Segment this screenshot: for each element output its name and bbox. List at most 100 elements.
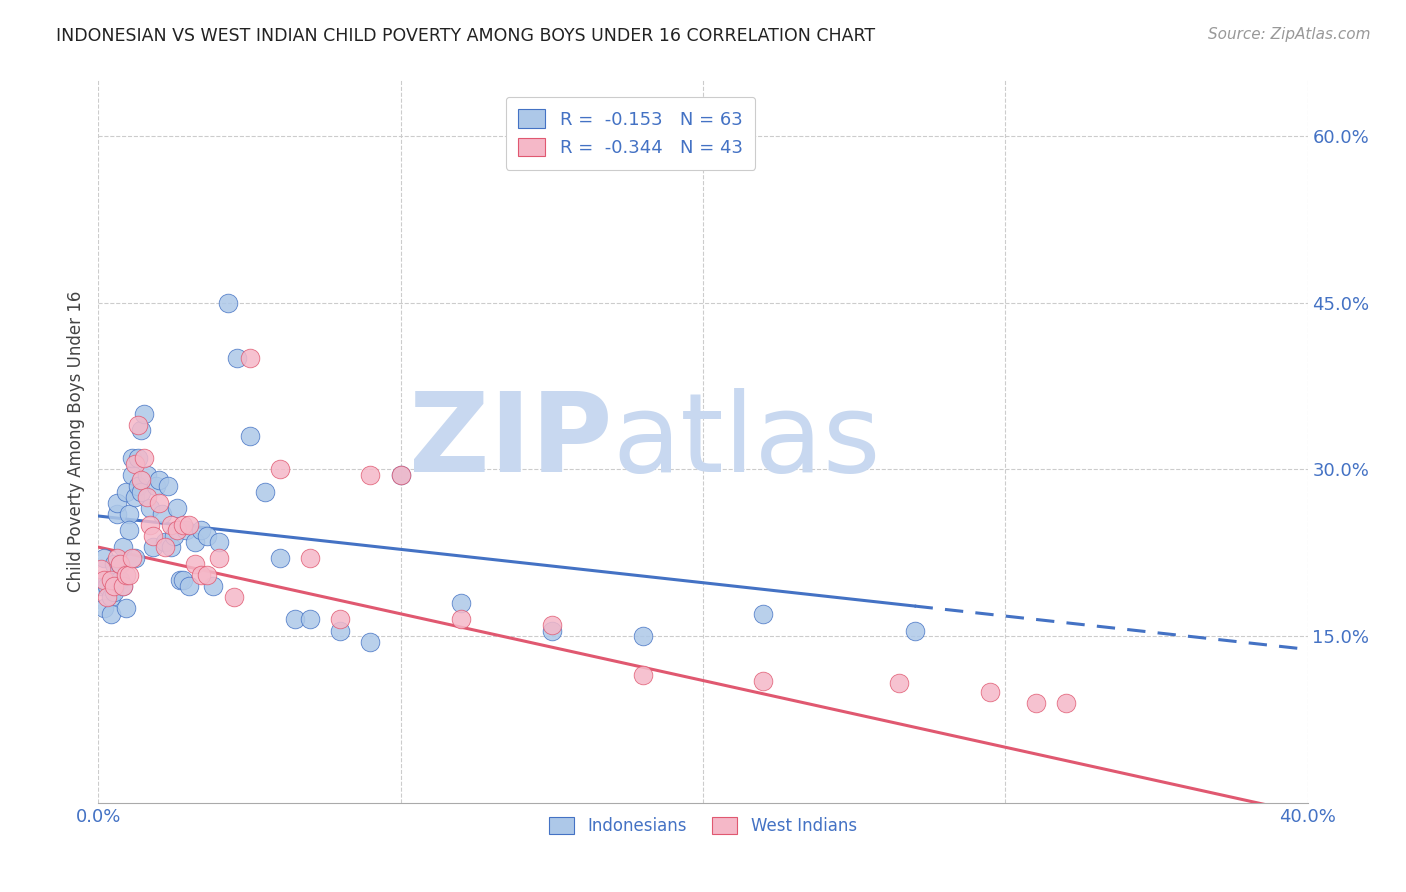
Point	[208, 551, 231, 566]
Point	[166, 501, 188, 516]
Text: Source: ZipAtlas.com: Source: ZipAtlas.com	[1208, 27, 1371, 42]
Point	[135, 467, 157, 482]
Text: atlas: atlas	[613, 388, 880, 495]
Point	[124, 457, 146, 471]
Point	[100, 590, 122, 604]
Point	[111, 540, 134, 554]
Point	[208, 534, 231, 549]
Point	[139, 517, 162, 532]
Point	[111, 579, 134, 593]
Point	[904, 624, 927, 638]
Point	[166, 524, 188, 538]
Point	[239, 351, 262, 366]
Point	[90, 562, 112, 576]
Point	[239, 429, 262, 443]
Text: INDONESIAN VS WEST INDIAN CHILD POVERTY AMONG BOYS UNDER 16 CORRELATION CHART: INDONESIAN VS WEST INDIAN CHILD POVERTY …	[56, 27, 876, 45]
Point	[132, 407, 155, 421]
Point	[269, 551, 291, 566]
Point	[132, 451, 155, 466]
Point	[172, 517, 194, 532]
Point	[121, 467, 143, 482]
Point	[450, 596, 472, 610]
Point	[752, 673, 775, 688]
Point	[103, 584, 125, 599]
Point	[111, 579, 134, 593]
Point	[96, 590, 118, 604]
Point	[142, 529, 165, 543]
Point	[93, 574, 115, 588]
Point	[389, 467, 412, 482]
Point	[450, 612, 472, 626]
Point	[148, 474, 170, 488]
Point	[129, 474, 152, 488]
Point	[269, 462, 291, 476]
Point	[127, 451, 149, 466]
Point	[108, 557, 131, 571]
Point	[114, 484, 136, 499]
Point	[90, 579, 112, 593]
Point	[96, 574, 118, 588]
Point	[129, 484, 152, 499]
Point	[121, 451, 143, 466]
Point	[163, 529, 186, 543]
Point	[1024, 696, 1046, 710]
Point	[124, 551, 146, 566]
Point	[174, 524, 197, 538]
Point	[105, 551, 128, 566]
Point	[156, 479, 179, 493]
Point	[108, 574, 131, 588]
Point	[284, 612, 307, 626]
Point	[169, 574, 191, 588]
Point	[127, 479, 149, 493]
Point	[299, 551, 322, 566]
Point	[299, 612, 322, 626]
Point	[150, 507, 173, 521]
Point	[631, 668, 654, 682]
Point	[114, 568, 136, 582]
Point	[160, 540, 183, 554]
Point	[93, 551, 115, 566]
Point	[172, 574, 194, 588]
Point	[148, 496, 170, 510]
Point	[96, 579, 118, 593]
Point	[190, 568, 212, 582]
Point	[103, 557, 125, 571]
Point	[179, 579, 201, 593]
Point	[752, 607, 775, 621]
Point	[195, 568, 218, 582]
Point	[329, 612, 352, 626]
Point	[129, 424, 152, 438]
Point	[105, 496, 128, 510]
Point	[540, 618, 562, 632]
Point	[145, 479, 167, 493]
Point	[1054, 696, 1077, 710]
Point	[139, 501, 162, 516]
Point	[103, 579, 125, 593]
Point	[160, 517, 183, 532]
Point	[121, 551, 143, 566]
Point	[184, 557, 207, 571]
Point	[153, 540, 176, 554]
Legend: Indonesians, West Indians: Indonesians, West Indians	[543, 810, 863, 841]
Point	[226, 351, 249, 366]
Point	[224, 590, 246, 604]
Point	[114, 601, 136, 615]
Point	[135, 490, 157, 504]
Point	[118, 524, 141, 538]
Point	[889, 675, 911, 690]
Point	[540, 624, 562, 638]
Point	[93, 601, 115, 615]
Point	[389, 467, 412, 482]
Point	[360, 467, 382, 482]
Point	[217, 295, 239, 310]
Point	[184, 534, 207, 549]
Point	[153, 534, 176, 549]
Point	[118, 507, 141, 521]
Point	[329, 624, 352, 638]
Point	[253, 484, 276, 499]
Point	[631, 629, 654, 643]
Point	[118, 568, 141, 582]
Point	[100, 574, 122, 588]
Point	[190, 524, 212, 538]
Point	[142, 540, 165, 554]
